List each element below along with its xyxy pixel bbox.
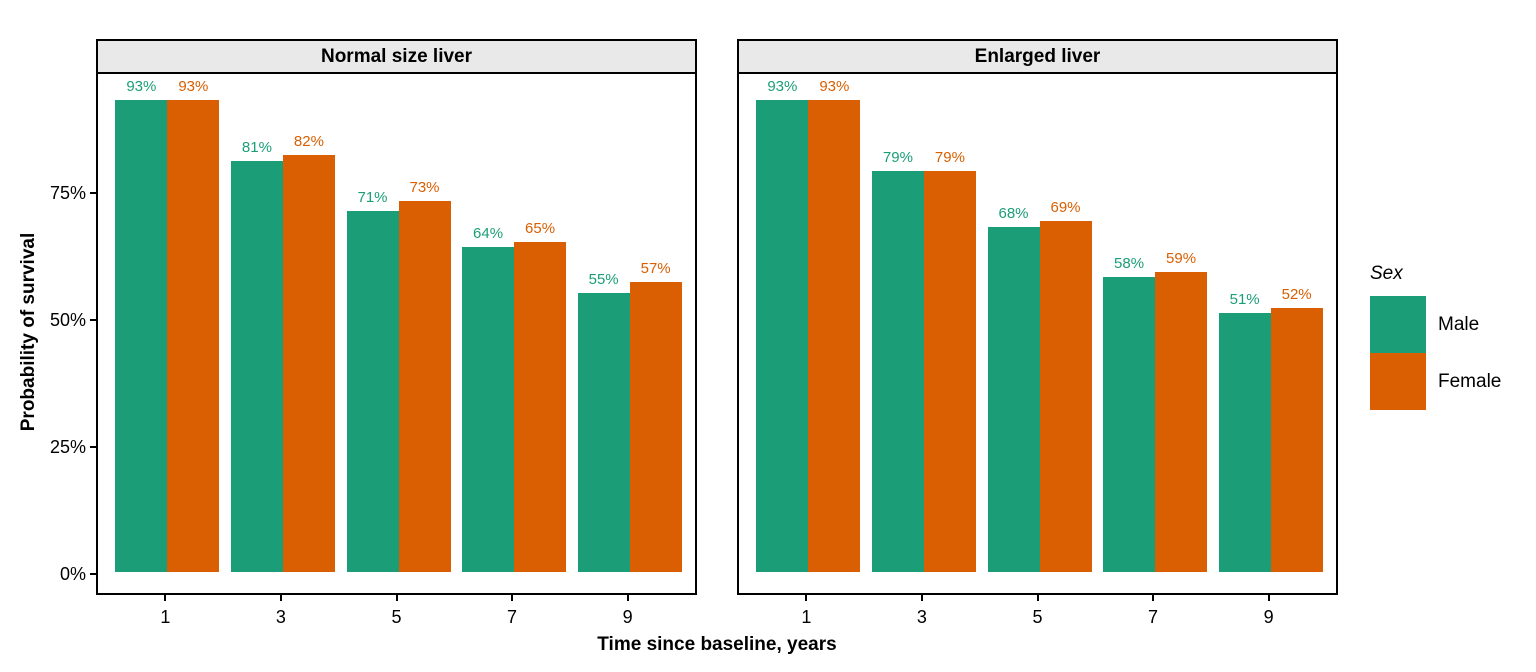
x-tick-label: 1 [160,607,171,627]
bar-female-year-3 [923,170,976,572]
x-tick-mark [805,595,808,601]
facet-strip: Normal size liver [96,39,697,74]
x-tick-mark [395,595,398,601]
x-tick-label: 1 [801,607,812,627]
bar-male-year-3 [871,170,924,572]
bar-male-year-3 [230,160,283,572]
bar-value-label: 68% [998,204,1029,222]
legend-key-female: Female [1370,353,1501,410]
female-color-swatch [1370,353,1426,410]
y-tick-mark [90,192,96,194]
x-tick-mark [920,595,923,601]
facet-panel: Enlarged liver 93% 93% 79% 79% 68% 69% 58% 59% 51… [737,39,1338,626]
bar-male-year-1 [115,99,168,572]
plot-area: 93% 93% 81% 82% 71% 73% 64% 65% 55% 57% [96,74,697,595]
x-tick-mark [164,595,167,601]
bar-male-year-1 [756,99,809,572]
y-tick-label: 0% [59,564,86,584]
bar-male-year-7 [1103,277,1156,572]
x-tick-mark [279,595,282,601]
bar-value-label: 64% [473,224,504,242]
x-tick-label: 9 [622,607,633,627]
x-tick-label: 5 [1032,607,1043,627]
legend-label: Female [1438,370,1502,392]
y-tick-label: 25% [49,437,86,457]
bar-value-label: 52% [1281,285,1312,303]
x-tick-label: 7 [507,607,518,627]
bar-female-year-9 [1270,307,1323,572]
x-tick-mark [1152,595,1155,601]
bar-value-label: 65% [525,219,556,237]
bar-value-label: 55% [588,270,619,288]
y-axis-title: Probability of survival [18,232,39,432]
bar-value-label: 81% [241,138,272,156]
bar-male-year-9 [577,292,630,572]
bar-value-label: 93% [178,77,209,95]
bar-value-label: 93% [767,77,798,95]
y-tick-mark [90,573,96,575]
bar-male-year-9 [1218,312,1271,572]
facet-panel: Normal size liver 93% 93% 81% 82% 71% 73% 64% 65… [96,39,697,626]
legend-label: Male [1438,313,1480,335]
plot-area: 93% 93% 79% 79% 68% 69% 58% 59% 51% 52% [737,74,1338,595]
x-tick-mark [511,595,514,601]
x-tick-label: 3 [916,607,927,627]
x-tick-mark [1267,595,1270,601]
y-tick-mark [90,319,96,321]
bar-value-label: 71% [357,189,388,207]
bar-value-label: 51% [1229,290,1260,308]
y-tick-label: 75% [49,183,86,203]
legend-keys: Male Female [1370,296,1501,410]
bar-value-label: 73% [409,179,440,197]
bar-value-label: 79% [882,148,913,166]
bar-female-year-9 [629,282,682,572]
y-tick-mark [90,446,96,448]
male-color-swatch [1370,296,1426,353]
x-tick-label: 5 [391,607,402,627]
bar-value-label: 79% [934,148,965,166]
bar-value-label: 59% [1166,250,1197,268]
x-tick-mark [1036,595,1039,601]
bar-female-year-1 [167,99,220,572]
bar-male-year-7 [462,246,515,572]
x-tick-mark [626,595,629,601]
bar-female-year-7 [514,241,567,572]
bar-male-year-5 [346,211,399,572]
bar-female-year-5 [398,201,451,572]
x-tick-label: 3 [275,607,286,627]
bar-female-year-1 [808,99,861,572]
bar-value-label: 93% [126,77,157,95]
bar-female-year-5 [1039,221,1092,572]
bar-value-label: 57% [640,260,671,278]
y-tick-label: 50% [49,310,86,330]
legend: Sex Male Female [1370,263,1501,410]
legend-key-male: Male [1370,296,1501,353]
x-tick-label: 9 [1263,607,1274,627]
legend-title: Sex [1370,263,1403,284]
x-axis-title: Time since baseline, years [597,634,837,655]
bar-value-label: 58% [1114,255,1145,273]
facet-strip: Enlarged liver [737,39,1338,74]
bar-female-year-3 [282,155,335,572]
x-tick-label: 7 [1148,607,1159,627]
bar-male-year-5 [987,226,1040,572]
bar-value-label: 82% [293,133,324,151]
bar-value-label: 69% [1050,199,1081,217]
bar-value-label: 93% [819,77,850,95]
bar-female-year-7 [1155,272,1208,572]
